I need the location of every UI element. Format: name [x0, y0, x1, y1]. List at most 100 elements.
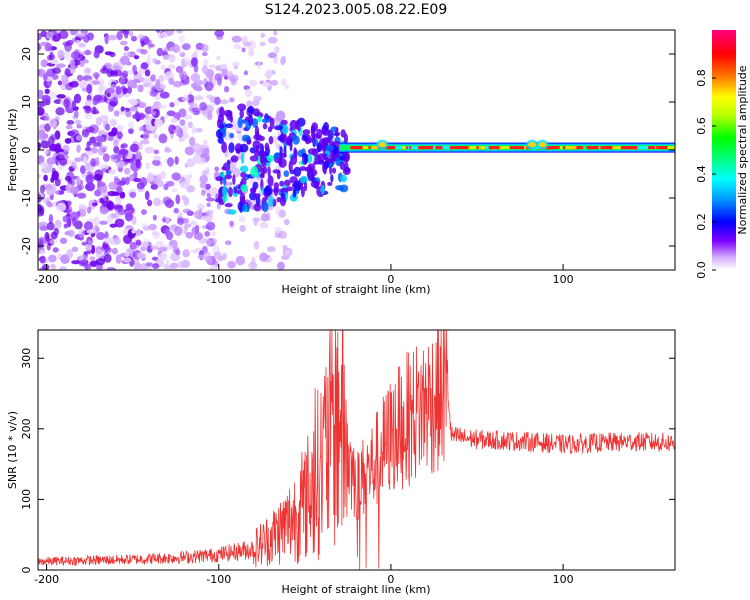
spectrogram-cell	[74, 39, 81, 45]
spectrogram-cell	[122, 30, 130, 35]
spectrogram-cell	[123, 46, 130, 52]
spectrogram-x-ticks: -200 -100 0 100	[34, 264, 574, 286]
spectrogram-cell	[226, 159, 231, 166]
spectrogram-cell	[66, 218, 72, 228]
spectrogram-cell	[226, 110, 233, 121]
carrier-core-segment	[646, 146, 655, 150]
spectrogram-cell	[250, 166, 259, 178]
spectrogram-cell	[71, 246, 79, 252]
spectrogram-cell	[153, 149, 160, 155]
spectrogram-cell	[167, 64, 176, 70]
spectrogram-cell	[268, 135, 274, 145]
spectrogram-cell	[152, 155, 161, 161]
spectrogram-cell	[169, 262, 178, 269]
spectrogram-cell	[64, 138, 72, 144]
spectrogram-image	[38, 30, 675, 270]
spectrogram-cell	[202, 58, 209, 67]
spectrogram-cell	[155, 30, 161, 33]
spectrogram-cell	[45, 234, 50, 242]
spectrogram-cell	[95, 248, 104, 259]
spectrogram-cell	[152, 159, 161, 166]
spectrogram-cell	[99, 114, 109, 124]
spectrogram-cell	[321, 153, 328, 158]
spectrogram-cell	[144, 190, 150, 201]
spectrogram-cell	[56, 202, 67, 212]
spectrogram-cell	[189, 220, 197, 227]
spectrogram-cell	[222, 252, 227, 261]
spectrogram-cell	[144, 69, 151, 77]
spectrogram-cell	[206, 202, 211, 208]
spectrogram-cell	[151, 231, 160, 236]
spectrogram-cell	[243, 70, 249, 76]
spectrogram-cell	[148, 43, 155, 48]
spectrogram-cell	[201, 44, 209, 53]
spectrogram-cell	[205, 197, 216, 202]
spectrogram-cell	[153, 133, 159, 140]
spectrogram-cell	[175, 132, 184, 137]
spectrogram-cell	[76, 124, 83, 129]
spectrogram-cell	[175, 194, 181, 205]
spectrogram-cell	[165, 180, 175, 187]
spectrogram-cell	[86, 83, 93, 94]
spectrogram-cell	[71, 216, 77, 227]
spectrogram-cell	[199, 174, 209, 184]
spectrogram-cell	[71, 161, 77, 169]
spectrogram-cell	[159, 91, 170, 99]
carrier-core-segment	[667, 146, 674, 150]
spectrogram-cell	[214, 198, 224, 203]
spectrogram-cell	[253, 240, 260, 250]
spectrogram-cell	[160, 64, 167, 70]
spectrogram-cell	[273, 56, 279, 64]
spectrogram-cell	[178, 34, 185, 44]
carrier-core-segment	[362, 146, 369, 150]
spectrogram-cell	[75, 119, 82, 125]
spectrogram-cell	[38, 102, 47, 108]
spectrogram-cell	[174, 45, 181, 53]
spectrogram-cell	[60, 74, 68, 81]
spectrogram-cell	[252, 181, 259, 190]
spectrogram-cell	[235, 125, 246, 132]
spectrogram-cell	[252, 140, 261, 150]
spectrogram-cell	[329, 140, 335, 147]
spectrogram-cell	[78, 53, 84, 59]
spectrogram-cell	[55, 154, 65, 161]
spectrogram-cell	[292, 134, 297, 140]
spectrogram-cell	[123, 52, 131, 57]
spectrogram-cell	[150, 74, 156, 82]
spectrogram-cell	[135, 239, 142, 246]
spectrogram-cell	[129, 106, 139, 112]
spectrogram-cell	[105, 87, 115, 95]
spectrogram-cell	[256, 61, 262, 70]
spectrogram-cell	[318, 138, 327, 149]
spectrogram-cell	[130, 100, 138, 106]
spectrogram-cell	[270, 79, 279, 86]
carrier-core-segment	[587, 146, 595, 150]
spectrogram-cell	[311, 122, 319, 132]
snr-frame	[37, 329, 676, 571]
spectrogram-cell	[279, 180, 285, 187]
spectrogram-cell	[86, 229, 96, 234]
spectrogram-cell	[306, 153, 313, 164]
spectrogram-cell	[84, 100, 94, 107]
carrier-core-segment	[501, 146, 515, 150]
spectrogram-cell	[323, 161, 329, 170]
spectrogram-cell	[176, 30, 183, 34]
spectrogram-cell	[225, 151, 232, 157]
spectrogram-cell	[303, 181, 308, 192]
spectrogram-cell	[302, 129, 311, 135]
spectrogram-cell	[129, 241, 137, 250]
spectrogram-cell	[85, 182, 96, 192]
spectrogram-cell	[266, 246, 276, 252]
spectrogram-cell	[71, 260, 81, 265]
spectrogram-cell	[259, 221, 269, 229]
spectrogram-cell	[90, 80, 101, 85]
spectrogram-cell	[39, 205, 45, 216]
x-tick-label: -200	[34, 573, 59, 586]
spectrogram-cell	[303, 156, 308, 164]
spectrogram-cell	[231, 35, 242, 43]
spectrogram-cell	[74, 157, 83, 163]
spectrogram-cell	[267, 36, 278, 44]
spectrogram-cell	[99, 164, 110, 170]
spectrogram-cell	[39, 249, 47, 255]
